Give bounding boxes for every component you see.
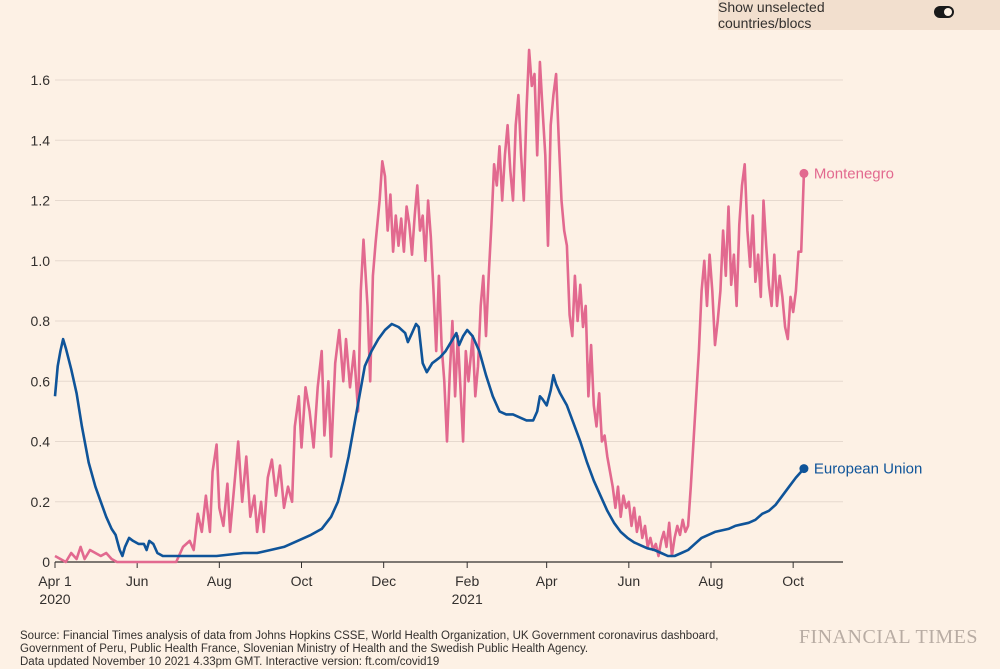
y-tick-label: 0.2 — [31, 494, 51, 510]
x-tick-label: Jun — [126, 573, 149, 589]
y-tick-label: 0.8 — [31, 313, 51, 329]
x-tick-label: Dec — [371, 573, 396, 589]
financial-times-logo: FINANCIAL TIMES — [798, 626, 978, 648]
y-tick-label: 1.2 — [31, 193, 51, 209]
show-unselected-toggle[interactable]: Show unselected countries/blocs — [718, 0, 1000, 31]
x-tick-label: Aug — [207, 573, 232, 589]
x-tick-label: Feb — [455, 573, 479, 589]
series-label-european-union: European Union — [814, 461, 922, 478]
x-tick-label: Oct — [291, 573, 313, 589]
chart-footer: Source: Financial Times analysis of data… — [20, 630, 780, 669]
y-tick-label: 0.4 — [31, 434, 51, 450]
series-line-montenegro — [54, 48, 806, 564]
x-tick-label: Apr — [536, 573, 558, 589]
series-line-european-union — [53, 322, 805, 558]
y-tick-label: 1.6 — [31, 72, 51, 88]
x-tick-label: Jun — [618, 573, 641, 589]
line-chart: 0 0.2 0.4 0.6 0.8 1.0 1.2 1.4 1.6 Apr 1 2020 Jun Aug… — [31, 48, 922, 607]
x-tick-label: Apr 1 — [38, 573, 72, 589]
y-tick-label: 0.6 — [31, 373, 51, 389]
x-tick-year-label: 2020 — [39, 591, 70, 607]
y-tick-label: 0 — [42, 554, 50, 570]
x-tick-year-label: 2021 — [452, 591, 483, 607]
show-unselected-label: Show unselected countries/blocs — [718, 0, 825, 31]
x-tick-label: Aug — [699, 573, 724, 589]
data-updated-note: Data updated November 10 2021 4.33pm GMT… — [20, 656, 440, 668]
y-tick-label: 1.4 — [31, 132, 51, 148]
x-tick-label: Oct — [782, 573, 804, 589]
series-end-dot-montenegro — [799, 168, 809, 178]
series-end-dot-european-union — [799, 464, 809, 474]
source-line-1: Source: Financial Times analysis of data… — [20, 630, 719, 642]
source-line-2: Government of Peru, Public Health France… — [20, 643, 589, 655]
y-tick-label: 1.0 — [31, 253, 51, 269]
toggle-switch-icon[interactable] — [934, 6, 954, 18]
series-label-montenegro: Montenegro — [814, 165, 894, 182]
